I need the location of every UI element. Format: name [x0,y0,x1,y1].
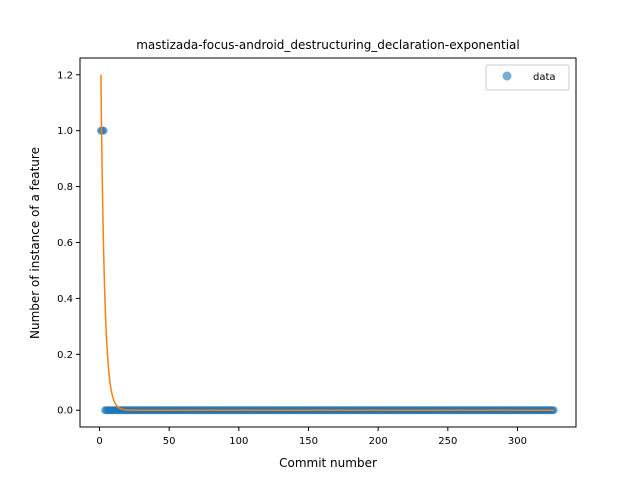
x-tick-label: 150 [299,436,318,447]
y-tick-label: 0.0 [57,406,73,417]
y-tick-label: 0.6 [57,238,73,249]
legend-box [485,64,570,91]
plot-area [96,74,558,415]
y-tick-label: 1.0 [57,126,73,137]
x-tick-label: 200 [369,436,388,447]
x-tick-label: 300 [508,436,527,447]
legend: data [485,64,570,91]
x-tick-label: 0 [96,436,102,447]
x-axis: 0 50 100 150 200 250 300 [96,427,527,447]
y-axis: 0.0 0.2 0.4 0.6 0.8 1.0 1.2 [57,70,80,417]
legend-label-data: data [533,72,556,83]
y-tick-label: 0.2 [57,350,73,361]
y-tick-label: 1.2 [57,70,73,81]
x-tick-label: 250 [438,436,457,447]
x-tick-label: 100 [229,436,248,447]
legend-marker-data [502,71,512,81]
y-axis-label: Number of instance of a feature [28,147,42,339]
chart-title: mastizada-focus-android_destructuring_de… [136,38,520,52]
x-tick-label: 50 [163,436,176,447]
y-tick-label: 0.4 [57,294,73,305]
fit-line [100,74,554,411]
y-tick-label: 0.8 [57,182,73,193]
x-axis-label: Commit number [279,456,377,470]
